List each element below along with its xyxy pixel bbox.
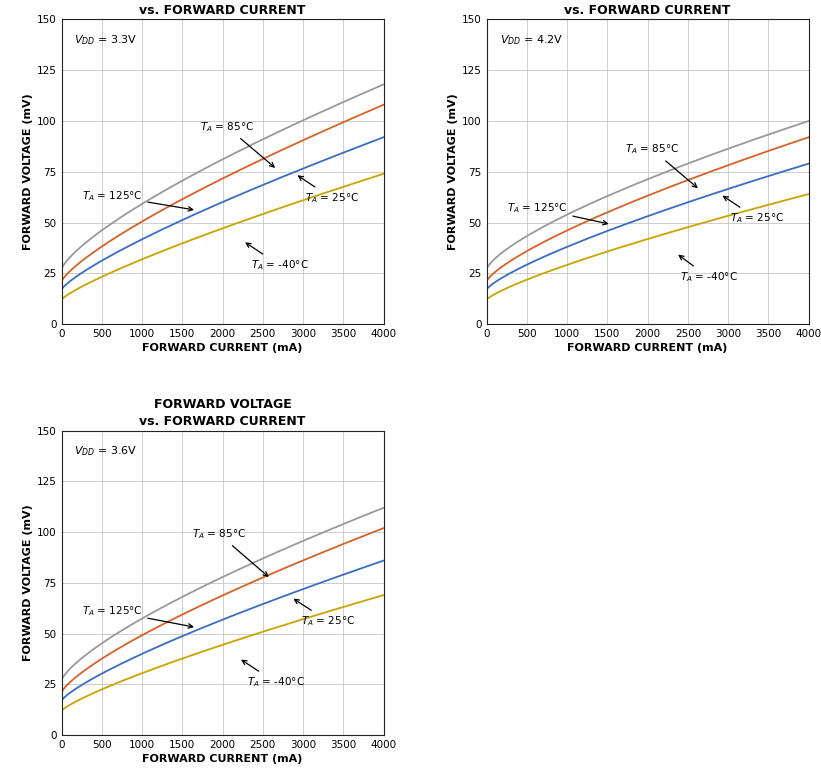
Text: $V_{DD}$ = 3.6V: $V_{DD}$ = 3.6V: [75, 444, 138, 458]
Text: $T_A$ = 125°C: $T_A$ = 125°C: [82, 189, 193, 211]
Y-axis label: FORWARD VOLTAGE (mV): FORWARD VOLTAGE (mV): [447, 93, 458, 250]
Text: $T_A$ = 125°C: $T_A$ = 125°C: [507, 202, 608, 225]
Text: $V_{DD}$ = 4.2V: $V_{DD}$ = 4.2V: [499, 33, 562, 47]
Y-axis label: FORWARD VOLTAGE (mV): FORWARD VOLTAGE (mV): [23, 93, 33, 250]
X-axis label: FORWARD CURRENT (mA): FORWARD CURRENT (mA): [142, 754, 303, 764]
Text: $T_A$ = -40°C: $T_A$ = -40°C: [679, 255, 737, 284]
Text: $V_{DD}$ = 3.3V: $V_{DD}$ = 3.3V: [75, 33, 138, 47]
Text: $T_A$ = 25°C: $T_A$ = 25°C: [299, 176, 359, 205]
Y-axis label: FORWARD VOLTAGE (mV): FORWARD VOLTAGE (mV): [23, 505, 33, 661]
Text: $T_A$ = 85°C: $T_A$ = 85°C: [200, 120, 274, 167]
Text: $T_A$ = 85°C: $T_A$ = 85°C: [192, 527, 268, 576]
Title: FORWARD VOLTAGE
vs. FORWARD CURRENT: FORWARD VOLTAGE vs. FORWARD CURRENT: [565, 0, 731, 17]
Text: $T_A$ = 25°C: $T_A$ = 25°C: [295, 599, 355, 629]
Text: $T_A$ = -40°C: $T_A$ = -40°C: [246, 243, 309, 272]
Text: $T_A$ = 25°C: $T_A$ = 25°C: [723, 196, 784, 226]
X-axis label: FORWARD CURRENT (mA): FORWARD CURRENT (mA): [142, 343, 303, 353]
Text: $T_A$ = -40°C: $T_A$ = -40°C: [242, 661, 305, 689]
Title: FORWARD VOLTAGE
vs. FORWARD CURRENT: FORWARD VOLTAGE vs. FORWARD CURRENT: [140, 0, 305, 17]
Text: $T_A$ = 85°C: $T_A$ = 85°C: [625, 142, 697, 187]
Title: FORWARD VOLTAGE
vs. FORWARD CURRENT: FORWARD VOLTAGE vs. FORWARD CURRENT: [140, 398, 305, 428]
Text: $T_A$ = 125°C: $T_A$ = 125°C: [82, 605, 193, 628]
X-axis label: FORWARD CURRENT (mA): FORWARD CURRENT (mA): [567, 343, 728, 353]
